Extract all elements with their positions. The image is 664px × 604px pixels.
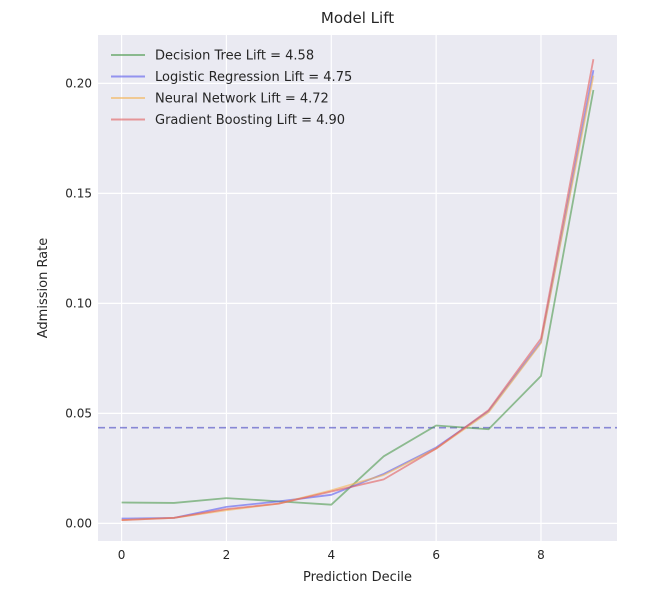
x-tick-label: 8	[537, 548, 545, 562]
legend-label: Logistic Regression Lift = 4.75	[155, 70, 352, 85]
y-tick-label: 0.20	[65, 76, 92, 90]
legend-label: Neural Network Lift = 4.72	[155, 92, 329, 107]
y-tick-label: 0.00	[65, 516, 92, 530]
x-tick-label: 6	[432, 548, 440, 562]
x-tick-label: 4	[327, 548, 335, 562]
y-axis-label: Admission Rate	[36, 238, 51, 338]
legend: Decision Tree Lift = 4.58 Logistic Regres…	[111, 49, 352, 128]
chart-title: Model Lift	[321, 9, 394, 27]
series-line-3	[121, 59, 595, 521]
legend-label: Decision Tree Lift = 4.58	[155, 49, 314, 64]
grid-lines	[98, 35, 617, 541]
series-lines	[121, 59, 595, 521]
series-line-0	[121, 89, 595, 506]
y-axis-ticks: 0.00 0.05 0.10 0.15 0.20	[65, 76, 92, 530]
y-tick-label: 0.10	[65, 296, 92, 310]
x-tick-label: 2	[223, 548, 231, 562]
y-tick-label: 0.05	[65, 406, 92, 420]
y-tick-label: 0.15	[65, 186, 92, 200]
x-axis-label: Prediction Decile	[303, 570, 412, 585]
x-axis-ticks: 0 2 4 6 8	[118, 548, 545, 562]
plot-background	[98, 35, 617, 541]
x-tick-label: 0	[118, 548, 126, 562]
legend-label: Gradient Boosting Lift = 4.90	[155, 113, 345, 128]
